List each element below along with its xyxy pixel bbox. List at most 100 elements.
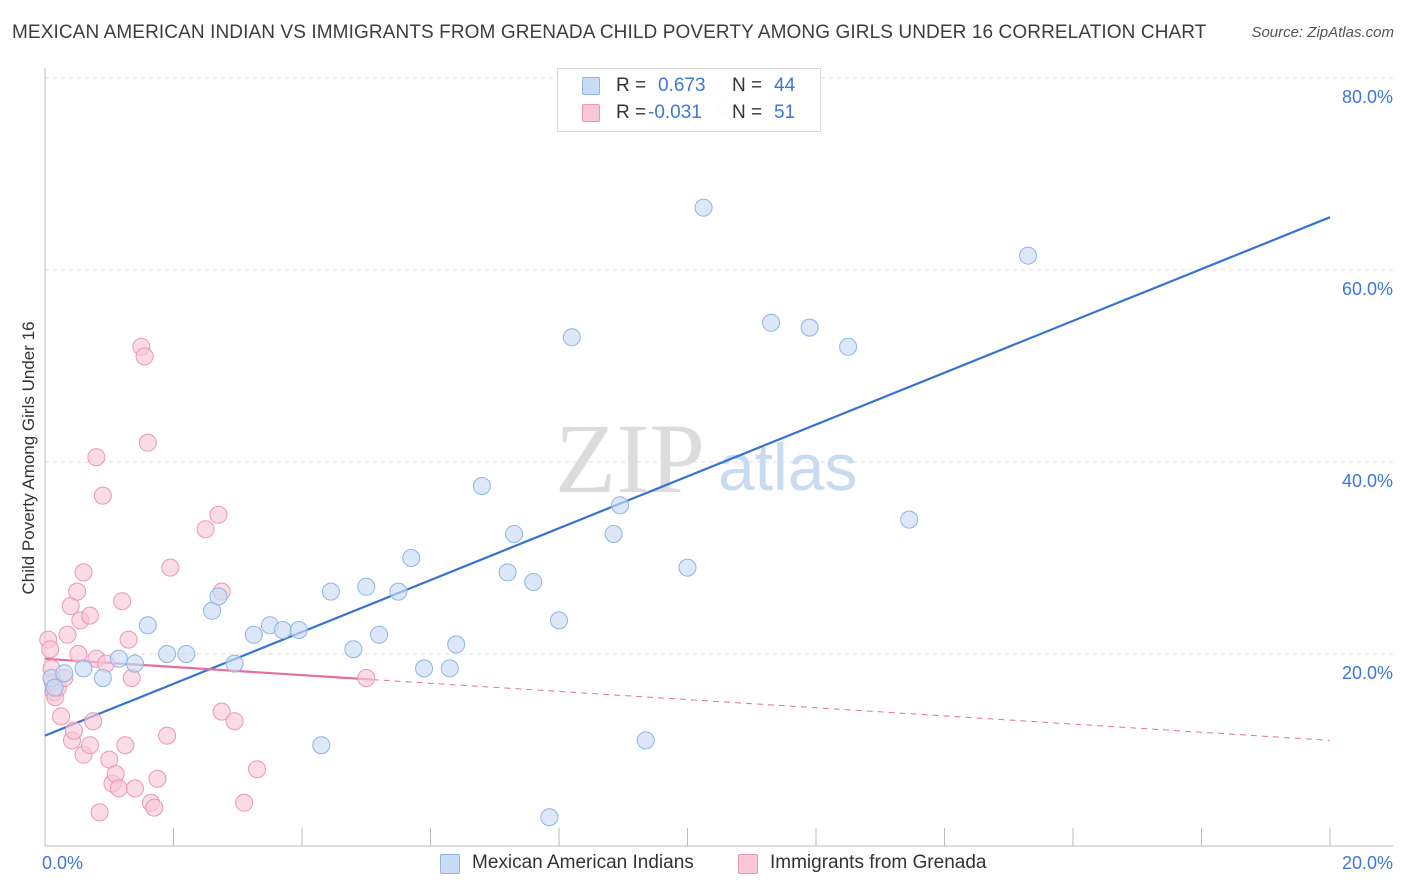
grenada-immigrants-point <box>235 793 254 812</box>
mexican-american-indians-point <box>562 328 581 347</box>
grenada-immigrants-point <box>135 347 154 366</box>
grenada-immigrants-point <box>80 606 99 625</box>
mexican-american-indians-point <box>273 621 292 639</box>
grenada-immigrants-point <box>158 726 177 745</box>
grenada-immigrants-point <box>116 736 135 755</box>
trend-line-extension <box>372 679 1331 741</box>
grenada-immigrants-point <box>113 592 132 611</box>
grenada-immigrants-point <box>90 803 109 822</box>
legend-r-label: R = <box>616 75 647 96</box>
mexican-american-indians-point <box>225 654 244 673</box>
grenada-immigrants-point <box>52 707 71 726</box>
grenada-immigrants-point <box>248 760 267 779</box>
grenada-immigrants-point <box>93 486 112 505</box>
legend-n-value: 44 <box>774 75 796 96</box>
mexican-american-indians-point <box>550 611 568 630</box>
mexican-american-indians-point <box>402 549 421 567</box>
mexican-american-indians-point <box>289 621 308 639</box>
mexican-american-indians-point <box>800 318 819 337</box>
mexican-american-indians-point <box>611 496 630 515</box>
mexican-american-indians-point <box>244 625 263 644</box>
mexican-american-indians-point <box>498 563 517 582</box>
mexican-american-indians-point <box>55 664 74 683</box>
mexican-american-indians-point <box>312 736 331 755</box>
mexican-american-indians-point <box>138 616 157 635</box>
mexican-american-indians-point <box>109 649 128 668</box>
grenada-immigrants-point <box>212 702 231 721</box>
mexican-american-indians-point <box>45 678 64 697</box>
grenada-immigrants-point <box>138 433 157 452</box>
mexican-american-indians-point <box>636 731 655 750</box>
grenada-immigrants-point <box>161 558 180 577</box>
grid <box>45 77 1393 655</box>
mexican-american-indians-point <box>125 654 144 673</box>
y-tick-label: 20.0% <box>1342 663 1393 683</box>
x-tick-label: 20.0% <box>1342 853 1393 873</box>
grenada-immigrants-point <box>74 563 93 582</box>
mexican-american-indians-point <box>357 577 376 596</box>
series-swatch-pink <box>738 854 758 874</box>
mexican-american-indians-point <box>900 510 919 529</box>
grenada-immigrants-point <box>84 712 103 731</box>
grenada-immigrants-point <box>109 779 128 798</box>
grenada-immigrants-point <box>225 712 244 731</box>
legend-r-value: 0.673 <box>658 75 706 96</box>
y-tick-label: 60.0% <box>1342 279 1393 299</box>
mexican-american-indians-point <box>389 582 408 601</box>
legend-n-label: N = <box>732 75 763 96</box>
series-legend: Mexican American Indians Immigrants from… <box>0 852 1406 878</box>
correlation-legend: R = 0.673 N = 44 R = -0.031 N = 51 <box>557 68 821 132</box>
series-label: Immigrants from Grenada <box>770 852 987 873</box>
grenada-immigrants-point <box>68 582 87 601</box>
grenada-immigrants-point <box>80 736 99 755</box>
mexican-american-indians-point <box>505 525 524 543</box>
legend-r-label: R = <box>616 102 647 123</box>
mexican-american-indians-point <box>604 525 623 543</box>
grenada-immigrants-point <box>58 625 77 644</box>
mexican-american-indians-point <box>177 645 196 663</box>
mexican-american-indians-point <box>1019 246 1038 265</box>
source-label: Source: ZipAtlas.com <box>1251 24 1394 41</box>
trend-line <box>44 216 1331 737</box>
grenada-immigrants-point <box>87 448 106 467</box>
mexican-american-indians-point <box>415 659 434 678</box>
watermark-atlas: atlas <box>718 430 857 504</box>
mexican-american-indians-point <box>447 635 466 654</box>
y-axis-label: Child Poverty Among Girls Under 16 <box>19 321 38 594</box>
mexican-american-indians-point <box>678 558 697 577</box>
mexican-american-indians-point <box>839 337 858 356</box>
mexican-american-indians-point <box>74 659 93 678</box>
grenada-immigrants-point <box>357 669 376 687</box>
legend-swatch-pink <box>582 104 600 122</box>
grenada-immigrants-point <box>125 779 144 798</box>
y-tick-label: 40.0% <box>1342 471 1393 491</box>
tick-labels: 20.0% 40.0% 60.0% 80.0% 0.0% 20.0% <box>42 87 1393 873</box>
axes <box>44 68 1393 847</box>
grenada-immigrants-point <box>41 640 60 659</box>
x-tick-label: 0.0% <box>42 853 83 873</box>
grenada-immigrants-point <box>196 520 215 539</box>
legend-n-label: N = <box>732 102 763 123</box>
mexican-american-indians-point <box>344 640 363 659</box>
mexican-american-indians-point <box>762 313 781 332</box>
watermark-zip: ZIP <box>555 403 705 514</box>
grenada-immigrants-point <box>209 505 228 524</box>
mexican-american-indians-point <box>472 477 491 495</box>
mexican-american-indians-point <box>93 669 112 687</box>
mexican-american-indians-point <box>158 645 177 663</box>
data-points <box>39 97 1038 827</box>
y-tick-label: 80.0% <box>1342 87 1393 107</box>
watermark: ZIP atlas <box>555 403 857 514</box>
mexican-american-indians-point <box>321 582 340 601</box>
legend-r-value: -0.031 <box>648 102 702 123</box>
mexican-american-indians-point <box>209 587 228 606</box>
legend-swatch-blue <box>582 77 600 95</box>
mexican-american-indians-point <box>694 198 713 217</box>
mexican-american-indians-point <box>540 808 559 827</box>
grenada-immigrants-point <box>119 630 138 649</box>
grenada-immigrants-point <box>64 721 83 740</box>
mexican-american-indians-point <box>524 573 543 591</box>
chart-title: MEXICAN AMERICAN INDIAN VS IMMIGRANTS FR… <box>12 22 1207 43</box>
grenada-immigrants-point <box>148 769 167 788</box>
